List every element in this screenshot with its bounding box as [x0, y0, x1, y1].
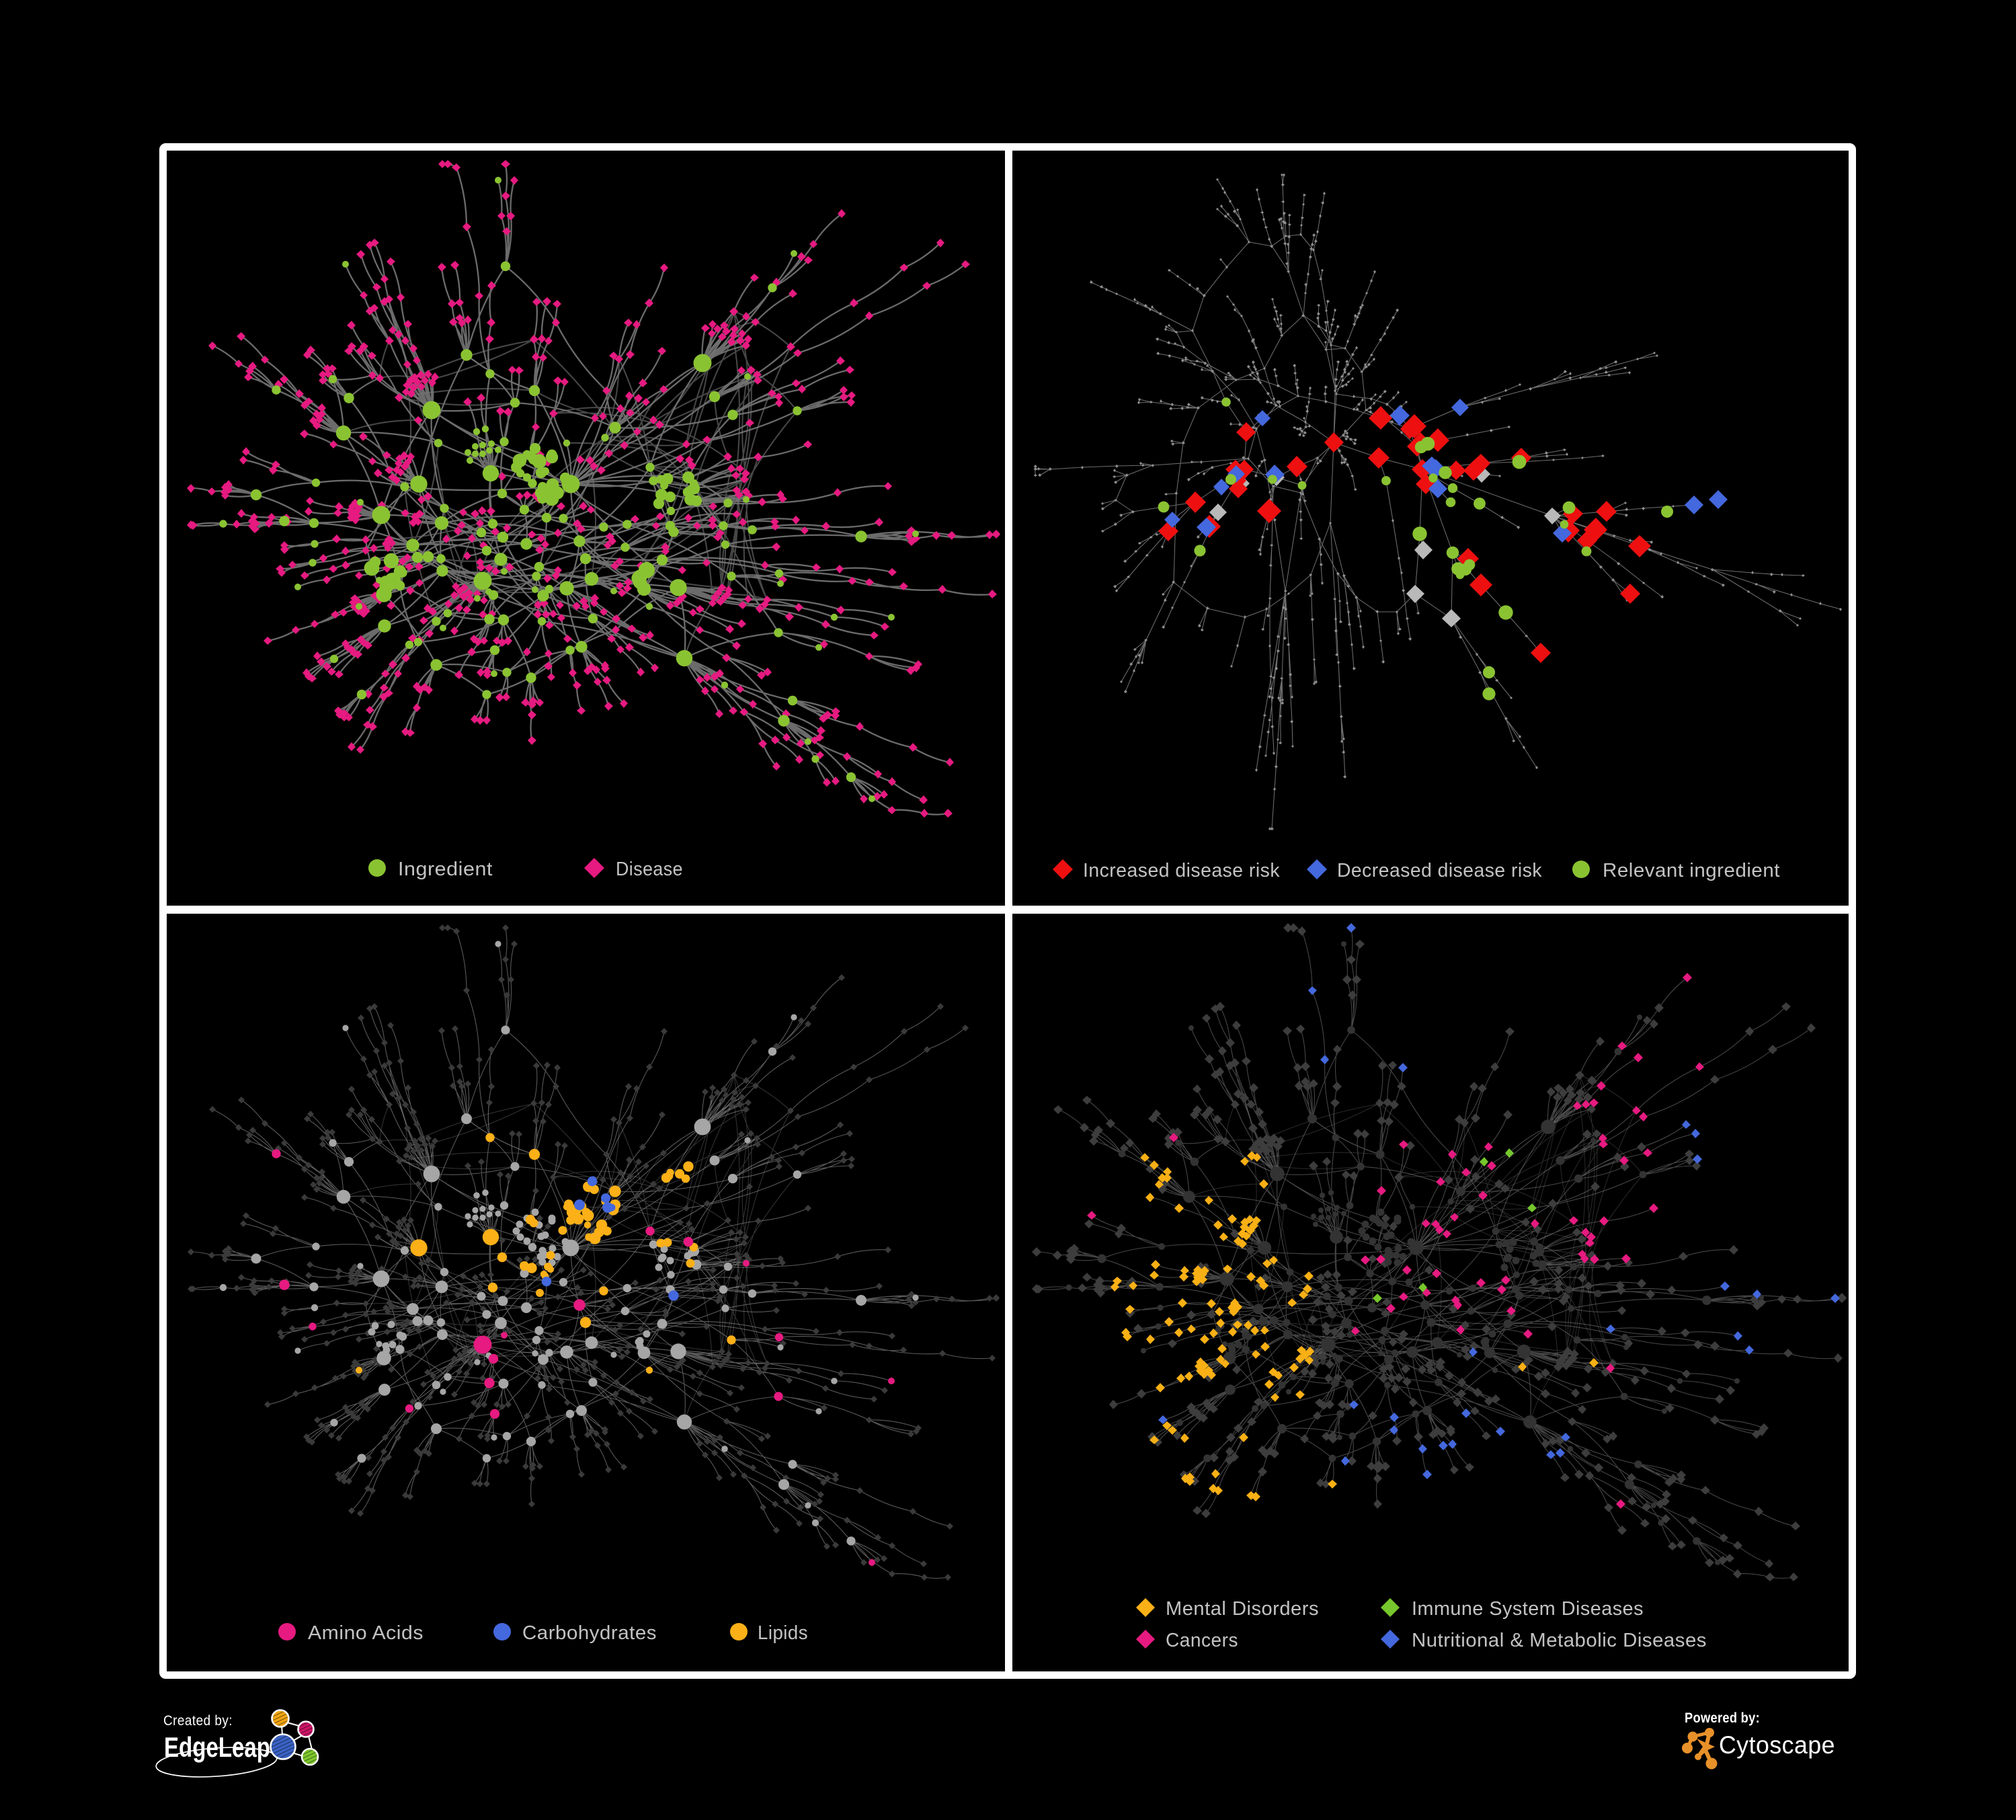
svg-text:Cytoscape: Cytoscape: [1719, 1731, 1835, 1759]
svg-text:Relevant ingredient: Relevant ingredient: [1603, 860, 1780, 881]
svg-text:Mental Disorders: Mental Disorders: [1166, 1598, 1319, 1620]
svg-text:Immune System Diseases: Immune System Diseases: [1412, 1598, 1644, 1620]
svg-text:Increased disease risk: Increased disease risk: [1083, 860, 1280, 881]
svg-text:Powered by:: Powered by:: [1685, 1710, 1760, 1726]
svg-text:Lipids: Lipids: [758, 1622, 808, 1644]
svg-text:Cancers: Cancers: [1166, 1630, 1238, 1651]
svg-text:Ingredient: Ingredient: [398, 859, 493, 880]
svg-text:Created by:: Created by:: [163, 1713, 233, 1729]
svg-text:Nutritional & Metabolic Diseas: Nutritional & Metabolic Diseases: [1412, 1630, 1707, 1651]
svg-text:Disease: Disease: [616, 859, 683, 880]
svg-text:Carbohydrates: Carbohydrates: [522, 1622, 657, 1644]
svg-text:EdgeLeap: EdgeLeap: [164, 1731, 270, 1763]
svg-text:Amino Acids: Amino Acids: [308, 1622, 424, 1644]
svg-text:Decreased disease risk: Decreased disease risk: [1337, 860, 1542, 881]
